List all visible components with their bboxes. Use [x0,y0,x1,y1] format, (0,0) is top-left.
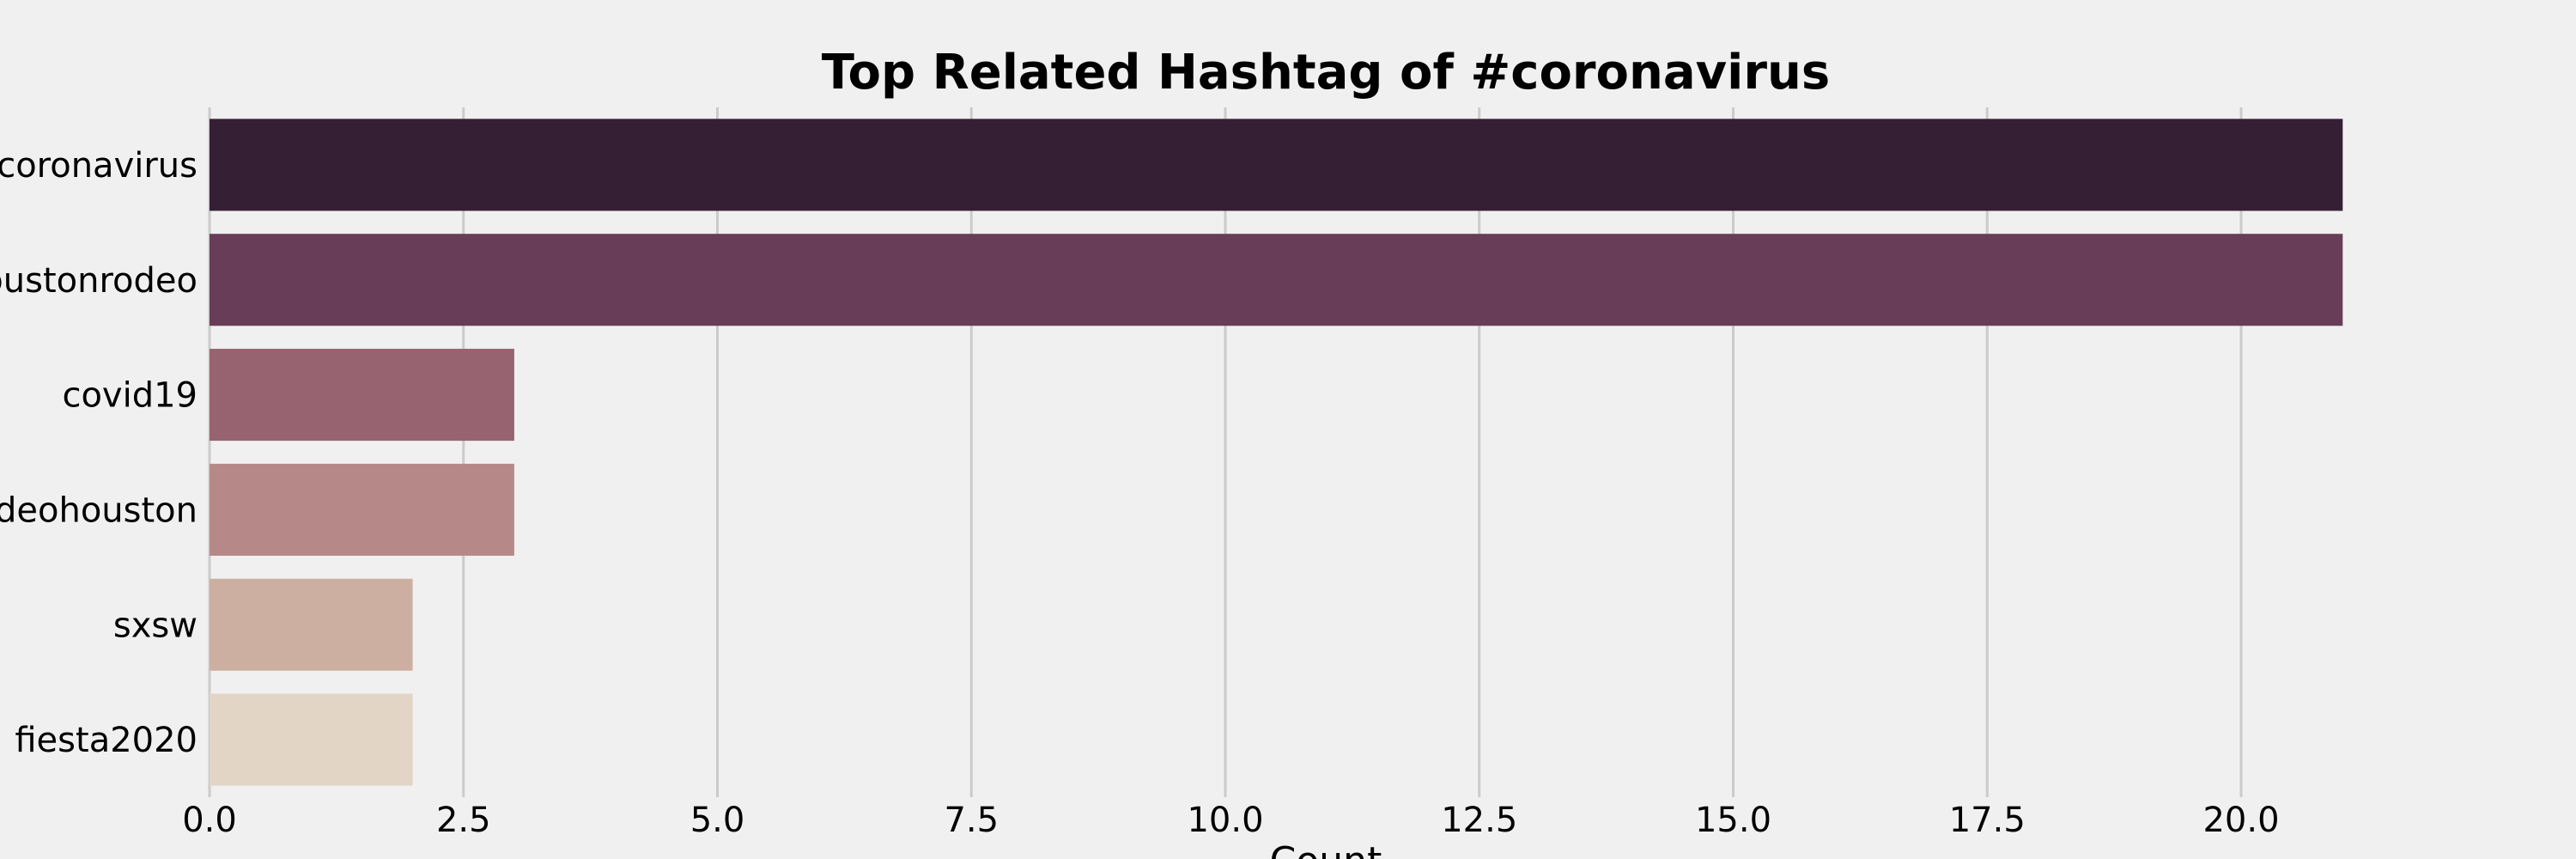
x-tick-label-4: 10.0 [1187,801,1263,840]
category-label-covid19: covid19 [62,376,197,416]
category-labels: coronavirus houstonrodeo covid19 rodeohoust… [0,146,197,760]
bars [210,119,2343,786]
category-label-coronavirus: coronavirus [0,146,197,186]
bar-houstonrodeo [210,234,2343,326]
x-tick-label-5: 12.5 [1441,801,1517,840]
chart-title: Top Related Hashtag of #coronavirus [822,45,1830,101]
bar-covid19 [210,349,514,442]
x-tick-label-3: 7.5 [944,801,999,840]
x-tick-label-6: 15.0 [1695,801,1771,840]
x-tick-label-7: 17.5 [1949,801,2026,840]
category-label-fiesta2020: fiesta2020 [15,721,197,760]
bar-coronavirus [210,119,2343,211]
x-tick-label-0: 0.0 [182,801,237,840]
x-tick-label-2: 5.0 [690,801,745,840]
x-tick-label-8: 20.0 [2202,801,2279,840]
bar-rodeohouston [210,463,514,556]
category-label-rodeohouston: rodeohouston [0,490,197,530]
category-label-houstonrodeo: houstonrodeo [0,261,197,301]
x-axis-label: Count [1270,839,1382,859]
bar-sxsw [210,578,413,671]
x-tick-label-1: 2.5 [436,801,491,840]
gridlines [208,107,2243,797]
category-label-sxsw: sxsw [113,606,197,645]
bar-fiesta2020 [210,693,413,786]
x-tick-labels: 0.0 2.5 5.0 7.5 10.0 12.5 15.0 17.5 20.0 [182,801,2279,840]
